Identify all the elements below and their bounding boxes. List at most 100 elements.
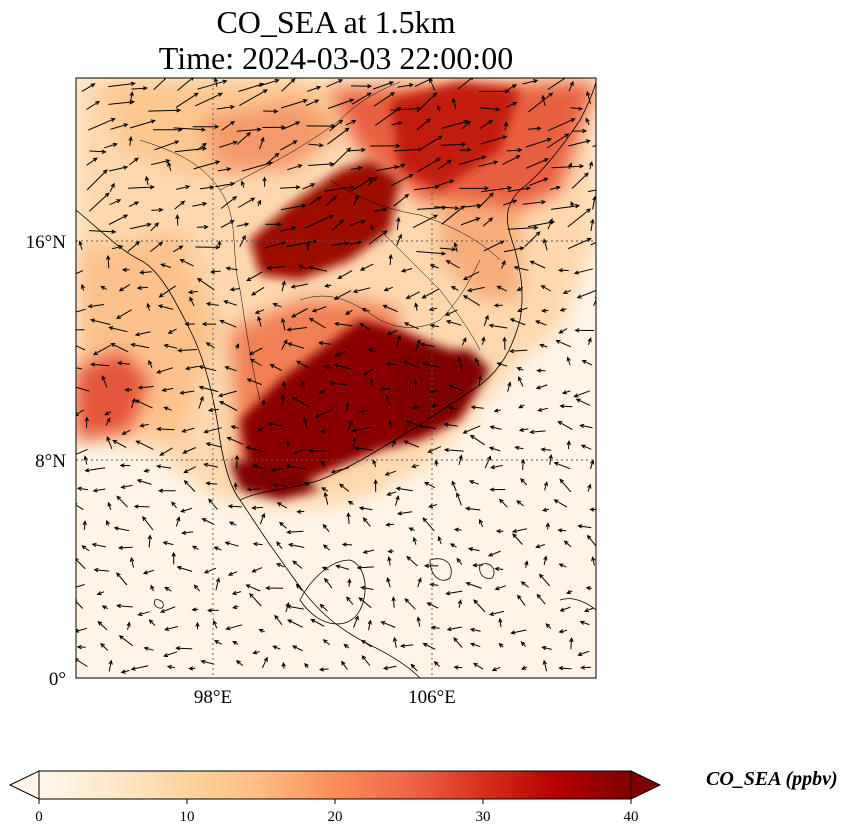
wind-arrow (369, 378, 374, 386)
wind-arrow (503, 121, 509, 131)
wind-arrow (205, 442, 222, 448)
wind-arrow (235, 343, 240, 350)
wind-arrow (156, 367, 174, 374)
wind-arrow (286, 327, 307, 332)
wind-arrow (322, 523, 330, 533)
wind-arrow (225, 266, 238, 271)
wind-arrow (308, 448, 328, 453)
wind-arrow (394, 163, 406, 169)
wind-arrow (154, 140, 180, 151)
wind-arrow (353, 445, 373, 451)
wind-arrow (396, 233, 402, 246)
wind-arrow (561, 390, 571, 395)
wind-arrow (251, 567, 263, 573)
wind-arrow (587, 483, 592, 492)
wind-arrow (296, 509, 305, 514)
wind-arrow (236, 127, 262, 132)
wind-arrow (179, 390, 195, 395)
wind-arrow (116, 495, 128, 508)
wind-arrow (473, 599, 486, 613)
wind-arrow (570, 106, 584, 111)
wind-arrow (217, 390, 237, 398)
wind-arrow (462, 271, 480, 281)
wind-arrow (404, 598, 416, 610)
wind-arrow (588, 160, 594, 170)
wind-arrow (234, 454, 240, 469)
wind-arrow (489, 487, 506, 492)
wind-arrow (173, 127, 207, 132)
wind-arrow (76, 486, 89, 491)
wind-arrow (252, 464, 265, 470)
wind-arrow (175, 92, 199, 108)
wind-arrow (424, 481, 436, 489)
wind-arrow (406, 420, 418, 426)
wind-arrow (346, 512, 351, 525)
colorbar-tick-label: 10 (180, 809, 195, 825)
wind-arrow (568, 80, 574, 92)
wind-arrow (251, 505, 263, 510)
wind-arrow (205, 481, 218, 486)
wind-arrow (174, 200, 186, 210)
wind-arrow (591, 556, 596, 566)
wind-arrow (477, 192, 494, 209)
wind-arrow (281, 661, 286, 669)
wind-arrow (187, 289, 198, 295)
wind-arrow (281, 280, 286, 292)
wind-arrow (215, 577, 221, 591)
wind-arrow (326, 79, 344, 88)
wind-arrow (547, 118, 576, 132)
wind-arrow (218, 400, 238, 411)
wind-arrow (251, 286, 265, 296)
wind-arrow (76, 367, 83, 370)
wind-arrow (175, 646, 193, 651)
wind-arrow (546, 133, 570, 149)
wind-arrow (322, 544, 331, 551)
wind-arrow (163, 651, 178, 658)
wind-arrow (350, 166, 363, 171)
wind-arrow (97, 620, 108, 631)
wind-arrow (335, 564, 350, 570)
wind-arrow (167, 161, 172, 171)
wind-arrow (353, 194, 359, 206)
wind-arrow (108, 165, 129, 172)
wind-arrow (502, 336, 507, 350)
wind-arrow (557, 528, 567, 533)
wind-arrow (459, 155, 487, 165)
wind-arrow (350, 219, 367, 226)
lat-tick-labels: 16°N 8°N 0° (26, 232, 67, 690)
wind-arrow (571, 172, 589, 189)
wind-arrow (93, 567, 110, 573)
wind-arrow (308, 317, 326, 329)
wind-arrow (408, 527, 415, 532)
wind-arrow (199, 185, 215, 190)
wind-arrow (453, 527, 462, 532)
wind-arrow (569, 637, 574, 650)
wind-arrow (545, 623, 552, 629)
wind-arrow (421, 288, 440, 299)
wind-arrow (304, 662, 309, 668)
wind-arrow (462, 203, 482, 208)
wind-arrow (394, 495, 400, 506)
wind-arrow (261, 656, 268, 669)
wind-arrow (238, 197, 256, 208)
wind-arrow (573, 268, 594, 275)
wind-arrow (195, 621, 200, 630)
wind-arrow (460, 217, 481, 226)
wind-arrow (246, 271, 263, 282)
wind-arrow (201, 518, 215, 525)
wind-arrow (521, 665, 528, 670)
wind-arrow (507, 381, 512, 392)
wind-arrow (326, 195, 338, 206)
wind-arrow (265, 222, 282, 227)
wind-arrow (113, 526, 130, 532)
wind-arrow (367, 348, 376, 353)
wind-arrow (195, 245, 221, 250)
wind-arrow (443, 447, 464, 453)
wind-arrow (196, 142, 207, 151)
wind-arrow (280, 226, 297, 232)
wind-arrow (373, 207, 388, 212)
wind-arrow (183, 479, 196, 492)
wind-arrow (158, 285, 176, 298)
wind-arrow (278, 521, 287, 529)
